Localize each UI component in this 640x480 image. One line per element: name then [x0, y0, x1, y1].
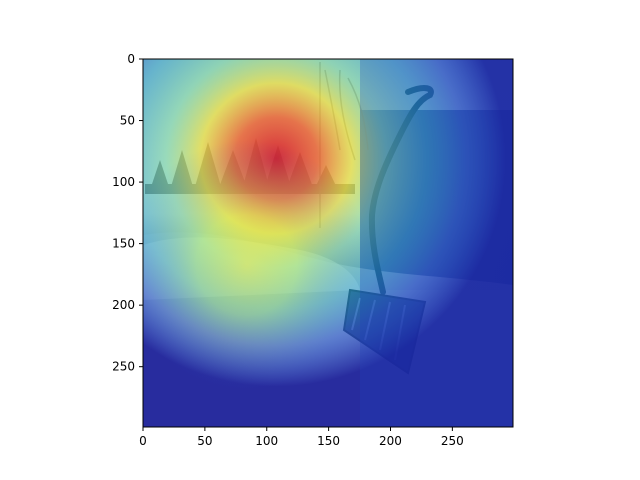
x-tick-label: 100	[255, 434, 278, 448]
y-axis: 0 50 100 150 200 250	[112, 52, 143, 374]
heatmap-secondary-overlay	[143, 59, 513, 427]
y-tick-label: 150	[112, 237, 135, 251]
y-tick-label: 200	[112, 298, 135, 312]
y-tick-label: 0	[127, 52, 135, 66]
x-tick-label: 250	[441, 434, 464, 448]
x-axis: 0 50 100 150 200 250	[139, 427, 464, 448]
x-tick-label: 150	[317, 434, 340, 448]
heatmap-right-cool-tint	[360, 59, 513, 427]
x-tick-label: 200	[379, 434, 402, 448]
x-tick-label: 0	[139, 434, 147, 448]
y-tick-label: 50	[120, 114, 135, 128]
y-tick-label: 250	[112, 360, 135, 374]
plot-area	[143, 59, 513, 427]
y-tick-label: 100	[112, 175, 135, 189]
x-tick-label: 50	[197, 434, 212, 448]
plot-frame	[142, 58, 514, 428]
